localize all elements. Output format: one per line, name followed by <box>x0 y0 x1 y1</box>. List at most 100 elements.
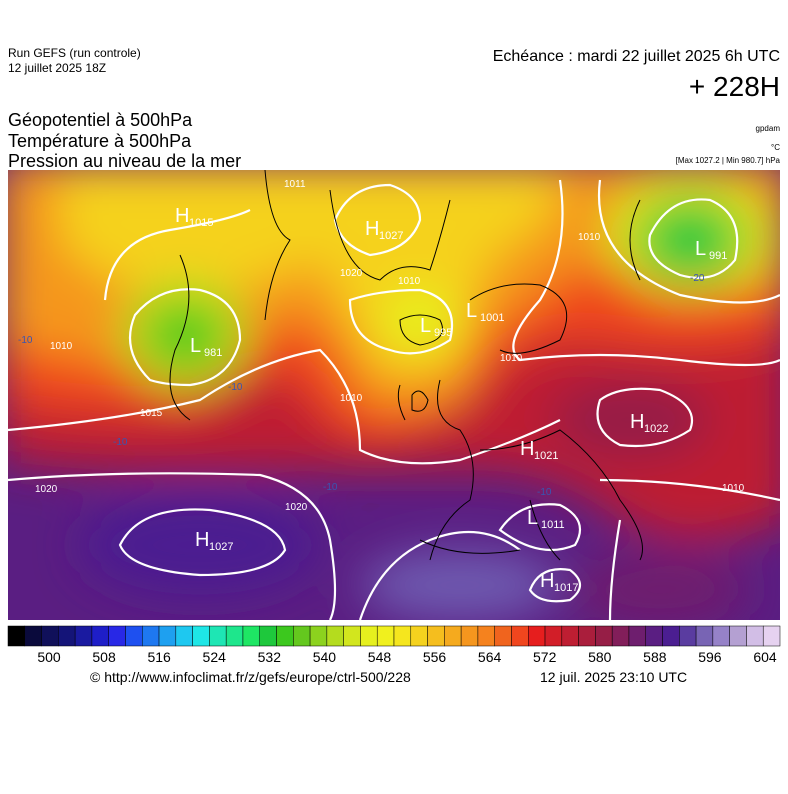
scale-cell <box>125 625 143 647</box>
center-type: H <box>540 570 554 592</box>
center-pressure: 991 <box>709 250 727 262</box>
scale-tick-label: 508 <box>92 649 116 665</box>
scale-cell <box>645 625 663 647</box>
scale-cell <box>108 625 126 647</box>
scale-tick-label: 580 <box>588 649 612 665</box>
scale-cell <box>142 625 160 647</box>
isobar-label: 1010 <box>578 232 601 243</box>
scale-tick-label: 524 <box>203 649 227 665</box>
isobar-label: 1020 <box>35 484 58 495</box>
scale-tick-label: 588 <box>643 649 667 665</box>
isobar-label: 1020 <box>340 268 363 279</box>
center-type: L <box>420 315 431 337</box>
scale-cell <box>91 625 109 647</box>
run: Run GEFS (run controle) <box>8 46 141 60</box>
center-pressure: 1021 <box>534 450 558 462</box>
scale-cell <box>712 625 730 647</box>
scale-cell <box>410 625 428 647</box>
center-pressure: 1017 <box>554 582 578 594</box>
scale-tick-label: 548 <box>368 649 392 665</box>
scale-cell <box>511 625 529 647</box>
scale-cell <box>225 625 244 647</box>
scale-cell <box>528 625 546 647</box>
isobar-label: 1010 <box>500 353 523 364</box>
scale-cell <box>460 625 479 647</box>
isobar-label: 1010 <box>340 393 363 404</box>
scale-tick-label: 564 <box>478 649 502 665</box>
center-pressure: 1022 <box>644 423 668 435</box>
scale-cell <box>578 625 596 647</box>
scale-cell <box>427 625 445 647</box>
center-type: H <box>365 218 379 240</box>
source-url: © http://www.infoclimat.fr/z/gefs/europe… <box>90 669 411 685</box>
scale-cell <box>58 625 76 647</box>
scale-cell <box>561 625 579 647</box>
title: Géopotentiel à 500hPa <box>8 110 193 130</box>
scale-tick-label: 572 <box>533 649 557 665</box>
isobar-label: 1010 <box>722 483 745 494</box>
scale-cell <box>326 625 344 647</box>
scale-tick-label: 516 <box>147 649 171 665</box>
scale-tick-label: 556 <box>423 649 447 665</box>
isobar-label: 1010 <box>50 341 73 352</box>
scale-cell <box>41 625 59 647</box>
temperature-label: -10 <box>18 335 33 346</box>
temperature-label: -10 <box>228 382 243 393</box>
scale-cell <box>309 625 328 647</box>
temperature-label: -10 <box>113 437 128 448</box>
scale-cell <box>393 625 412 647</box>
scale-cell <box>276 625 294 647</box>
scale-cell <box>662 625 680 647</box>
map <box>8 170 780 620</box>
lead-time: + 228H <box>689 71 780 102</box>
isobar-label: 1010 <box>398 276 421 287</box>
center-type: L <box>695 238 706 260</box>
scale-cell <box>74 625 93 647</box>
scale-cell <box>293 625 311 647</box>
center-pressure: 981 <box>204 347 222 359</box>
temperature-label: -20 <box>690 273 705 284</box>
scale-cell <box>695 625 714 647</box>
scale-cell <box>192 625 210 647</box>
isobar-label: 1020 <box>285 502 308 513</box>
scale-cell <box>209 625 227 647</box>
scale-cell <box>611 625 630 647</box>
scale-cell <box>746 625 764 647</box>
temperature-label: -10 <box>323 482 338 493</box>
center-type: L <box>190 335 201 357</box>
run-date: 12 juillet 2025 18Z <box>8 61 106 75</box>
center-pressure: 1027 <box>209 541 233 553</box>
scale-cell <box>729 625 747 647</box>
scale-cell <box>444 625 462 647</box>
scale-cell <box>679 625 697 647</box>
scale-cell <box>477 625 495 647</box>
scale-cell <box>259 625 277 647</box>
center-type: L <box>527 507 538 529</box>
scale-cell <box>544 625 563 647</box>
center-type: H <box>175 205 189 227</box>
center-pressure: 1027 <box>379 230 403 242</box>
isobar-label: 1011 <box>284 179 306 190</box>
center-type: H <box>630 411 644 433</box>
unit: °C <box>771 143 780 152</box>
generated-time: 12 juil. 2025 23:10 UTC <box>540 669 687 685</box>
title: Pression au niveau de la mer <box>8 151 241 171</box>
scale-cell <box>494 625 512 647</box>
scale-tick-label: 500 <box>37 649 61 665</box>
center-type: L <box>466 300 477 322</box>
scale-tick-label: 540 <box>313 649 337 665</box>
scale-cell <box>158 625 177 647</box>
center-pressure: 1015 <box>189 217 213 229</box>
isobar-label: 1015 <box>140 408 163 419</box>
unit: gpdam <box>756 124 781 133</box>
scale-cell <box>343 625 361 647</box>
scale-tick-label: 596 <box>698 649 722 665</box>
scale-cell <box>175 625 193 647</box>
scale-cell <box>242 625 260 647</box>
scale-cell <box>628 625 646 647</box>
scale-tick-label: 532 <box>258 649 282 665</box>
center-type: H <box>520 438 534 460</box>
min-max: [Max 1027.2 | Min 980.7] hPa <box>676 156 781 165</box>
center-pressure: 995 <box>434 327 452 339</box>
